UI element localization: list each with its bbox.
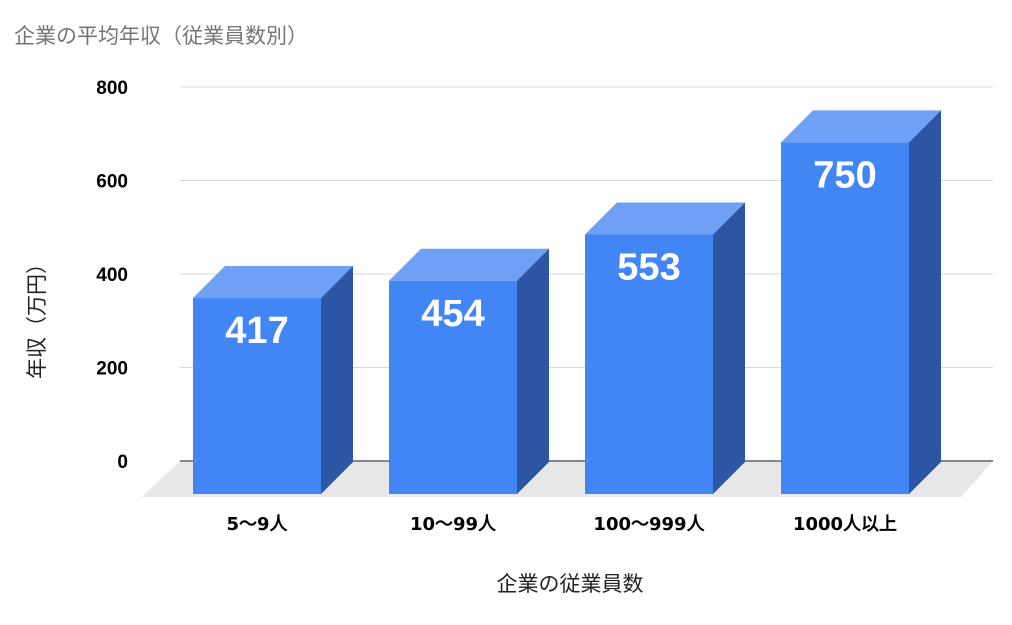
bar-3: 553	[585, 202, 745, 494]
bar-top	[389, 248, 549, 281]
y-tick-label: 200	[96, 359, 128, 380]
chart-floor	[142, 461, 993, 497]
bar-front	[193, 298, 321, 494]
y-tick-label: 400	[96, 265, 128, 286]
bar-top	[585, 202, 745, 235]
x-tick-label: 100〜999人	[593, 514, 705, 535]
y-tick-label: 600	[96, 172, 128, 193]
data-label: 750	[813, 154, 876, 196]
bar-side	[517, 248, 549, 494]
bar-side	[909, 110, 941, 494]
bar-front	[585, 234, 713, 494]
x-axis-label: 企業の従業員数	[496, 572, 644, 596]
y-tick-label: 0	[117, 452, 128, 473]
x-tick-label: 10〜99人	[410, 514, 497, 535]
bar-top	[781, 110, 941, 143]
bar-front	[389, 280, 517, 494]
bar-4: 750	[781, 110, 941, 494]
bar-top	[193, 266, 353, 299]
x-tick-label: 5〜9人	[226, 514, 288, 535]
bar-2: 454	[389, 248, 549, 494]
data-label: 417	[225, 310, 288, 352]
y-tick-label: 800	[96, 78, 128, 99]
bar-side	[321, 266, 353, 494]
bar-front	[781, 142, 909, 494]
data-label: 454	[421, 293, 484, 335]
bar-side	[713, 202, 745, 494]
data-label: 553	[617, 246, 680, 288]
bar-1: 417	[193, 266, 353, 494]
x-tick-label: 1000人以上	[793, 514, 897, 535]
chart-title: 企業の平均年収（従業員数別）	[14, 24, 308, 48]
